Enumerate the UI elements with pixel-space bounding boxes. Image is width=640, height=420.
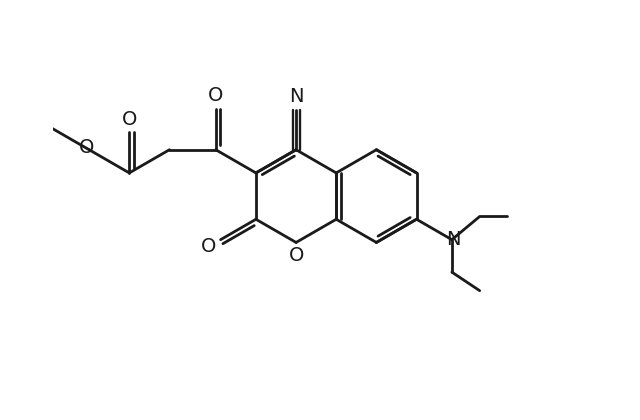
Text: N: N (289, 87, 303, 106)
Text: N: N (447, 230, 461, 249)
Text: O: O (122, 110, 137, 129)
Text: O: O (79, 138, 95, 157)
Text: O: O (201, 237, 216, 256)
Text: O: O (289, 246, 304, 265)
Text: O: O (208, 87, 223, 105)
